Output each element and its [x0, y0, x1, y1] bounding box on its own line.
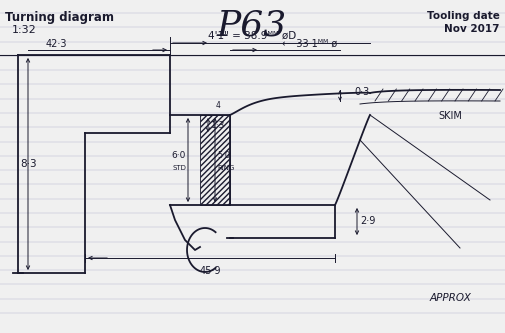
Text: 45·9: 45·9: [199, 266, 221, 276]
Text: 42·3: 42·3: [46, 39, 68, 49]
Text: Tooling date: Tooling date: [427, 11, 500, 21]
Text: 1:32: 1:32: [12, 25, 37, 35]
Text: 4: 4: [216, 101, 221, 110]
Text: 5·0: 5·0: [217, 151, 230, 160]
Text: 2·9: 2·9: [360, 216, 375, 226]
Text: ←  33·1ᴹᴹ ø: ← 33·1ᴹᴹ ø: [282, 39, 338, 49]
Text: RING: RING: [217, 165, 234, 171]
Text: STD: STD: [172, 165, 186, 171]
Text: 8·3: 8·3: [20, 159, 37, 169]
Text: 0·3: 0·3: [354, 87, 369, 97]
Text: 1·3: 1·3: [211, 121, 225, 130]
Text: Turning diagram: Turning diagram: [5, 11, 114, 24]
Text: P63: P63: [217, 8, 287, 42]
Text: 6·0: 6·0: [172, 151, 186, 160]
Text: SKIM: SKIM: [438, 111, 462, 121]
Text: 4'1" = 38.9ᴹᴹ øD: 4'1" = 38.9ᴹᴹ øD: [208, 31, 296, 41]
Text: Nov 2017: Nov 2017: [444, 24, 500, 34]
Text: APPROX: APPROX: [429, 293, 471, 303]
